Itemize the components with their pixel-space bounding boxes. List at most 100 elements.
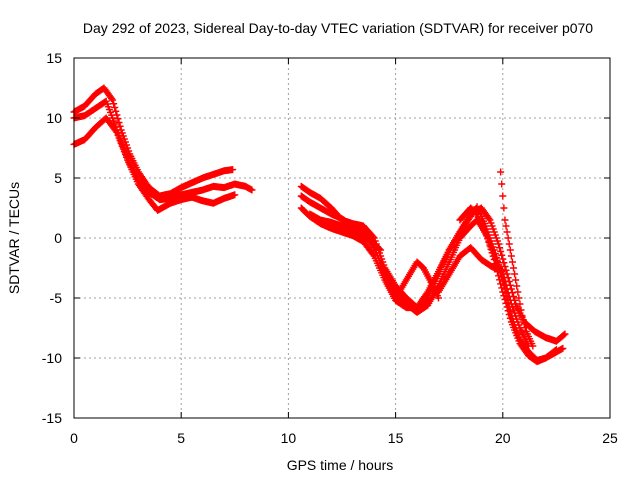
data-point-marker [503, 228, 511, 236]
data-point-marker [514, 288, 522, 296]
series-arc-9 [434, 244, 503, 296]
data-point-marker [506, 314, 514, 322]
data-point-marker [504, 289, 512, 297]
x-tick-label: 15 [388, 430, 404, 446]
x-tick-label: 20 [495, 430, 511, 446]
data-points [70, 84, 569, 366]
data-point-marker [376, 245, 384, 253]
data-point-marker [502, 266, 510, 274]
data-point-marker [498, 180, 506, 188]
data-point-marker [434, 294, 442, 302]
data-point-marker [517, 306, 525, 314]
data-point-marker [504, 234, 512, 242]
data-point-marker [561, 330, 569, 338]
data-point-marker [503, 285, 511, 293]
data-point-marker [501, 296, 509, 303]
data-point-marker [497, 248, 505, 255]
chart-title: Day 292 of 2023, Sidereal Day-to-day VTE… [83, 20, 593, 36]
x-tick-label: 0 [70, 430, 78, 446]
data-point-marker [501, 263, 509, 270]
data-point-marker [518, 312, 526, 320]
data-point-marker [512, 276, 520, 284]
y-tick-label: 0 [54, 230, 62, 246]
data-point-marker [502, 222, 510, 230]
data-point-marker [505, 293, 513, 300]
data-point-marker [485, 215, 493, 222]
data-point-marker [498, 284, 506, 292]
data-point-marker [495, 272, 503, 280]
data-point-marker [502, 281, 510, 289]
data-point-marker [496, 244, 504, 252]
data-point-marker [498, 251, 506, 259]
data-point-marker [499, 270, 507, 278]
y-tick-label: -5 [50, 290, 63, 306]
y-tick-label: 10 [46, 110, 62, 126]
data-point-marker [112, 107, 120, 115]
data-point-marker [516, 300, 524, 308]
data-point-marker [377, 246, 385, 254]
x-tick-label: 25 [602, 430, 618, 446]
data-point-marker [511, 270, 519, 278]
data-point-marker [520, 320, 528, 328]
data-point-marker [423, 290, 431, 298]
data-point-marker [500, 204, 508, 212]
data-point-marker [110, 100, 118, 108]
series-arc-3 [70, 114, 239, 214]
x-axis-label: GPS time / hours [287, 457, 394, 473]
data-point-marker [505, 240, 513, 248]
data-point-marker [501, 278, 509, 285]
data-point-marker [248, 186, 256, 194]
data-point-marker [114, 115, 122, 123]
data-point-marker [109, 96, 117, 104]
data-point-marker [505, 311, 513, 318]
y-tick-label: 5 [54, 170, 62, 186]
data-point-marker [500, 292, 508, 300]
data-point-marker [559, 344, 567, 352]
data-point-marker [499, 288, 507, 296]
data-point-marker [508, 258, 516, 266]
series-arc-7 [306, 210, 385, 254]
data-point-marker [499, 192, 507, 200]
data-point-marker [519, 316, 527, 324]
data-point-marker [497, 168, 505, 176]
y-tick-label: -10 [42, 350, 62, 366]
data-point-marker [560, 331, 568, 339]
data-point-marker [497, 280, 505, 288]
data-point-marker [500, 259, 508, 267]
data-point-marker [513, 282, 521, 290]
data-point-marker [496, 276, 504, 284]
data-point-marker [500, 274, 508, 282]
data-point-marker [499, 255, 507, 263]
data-point-marker [472, 209, 480, 217]
data-point-marker [369, 251, 377, 259]
series-arc-8 [392, 258, 442, 302]
series-arc-11 [456, 204, 533, 350]
data-point-marker [111, 104, 119, 111]
y-tick-label: 15 [46, 50, 62, 66]
series-arc-6 [297, 204, 569, 345]
data-point-marker [495, 240, 503, 248]
data-point-marker [116, 122, 124, 130]
data-point-marker [506, 296, 514, 304]
data-point-marker [231, 191, 239, 199]
data-point-marker [369, 233, 377, 241]
data-point-marker [229, 166, 237, 174]
data-point-marker [515, 294, 523, 302]
y-axis-label: SDTVAR / TECUs [6, 182, 22, 294]
data-point-marker [510, 264, 518, 272]
data-point-marker [112, 127, 120, 135]
data-point-marker [525, 342, 533, 350]
data-point-marker [504, 307, 512, 315]
data-point-marker [108, 95, 116, 102]
data-point-marker [507, 252, 515, 260]
axis-ticks: 0 5 10 15 20 25 -15 -10 -5 0 5 10 15 [42, 50, 618, 446]
data-point-marker [115, 119, 123, 126]
x-tick-label: 5 [177, 430, 185, 446]
data-point-marker [506, 246, 514, 254]
data-point-marker [501, 216, 509, 224]
y-tick-label: -15 [42, 410, 62, 426]
data-point-marker [502, 299, 510, 307]
x-tick-label: 10 [281, 430, 297, 446]
